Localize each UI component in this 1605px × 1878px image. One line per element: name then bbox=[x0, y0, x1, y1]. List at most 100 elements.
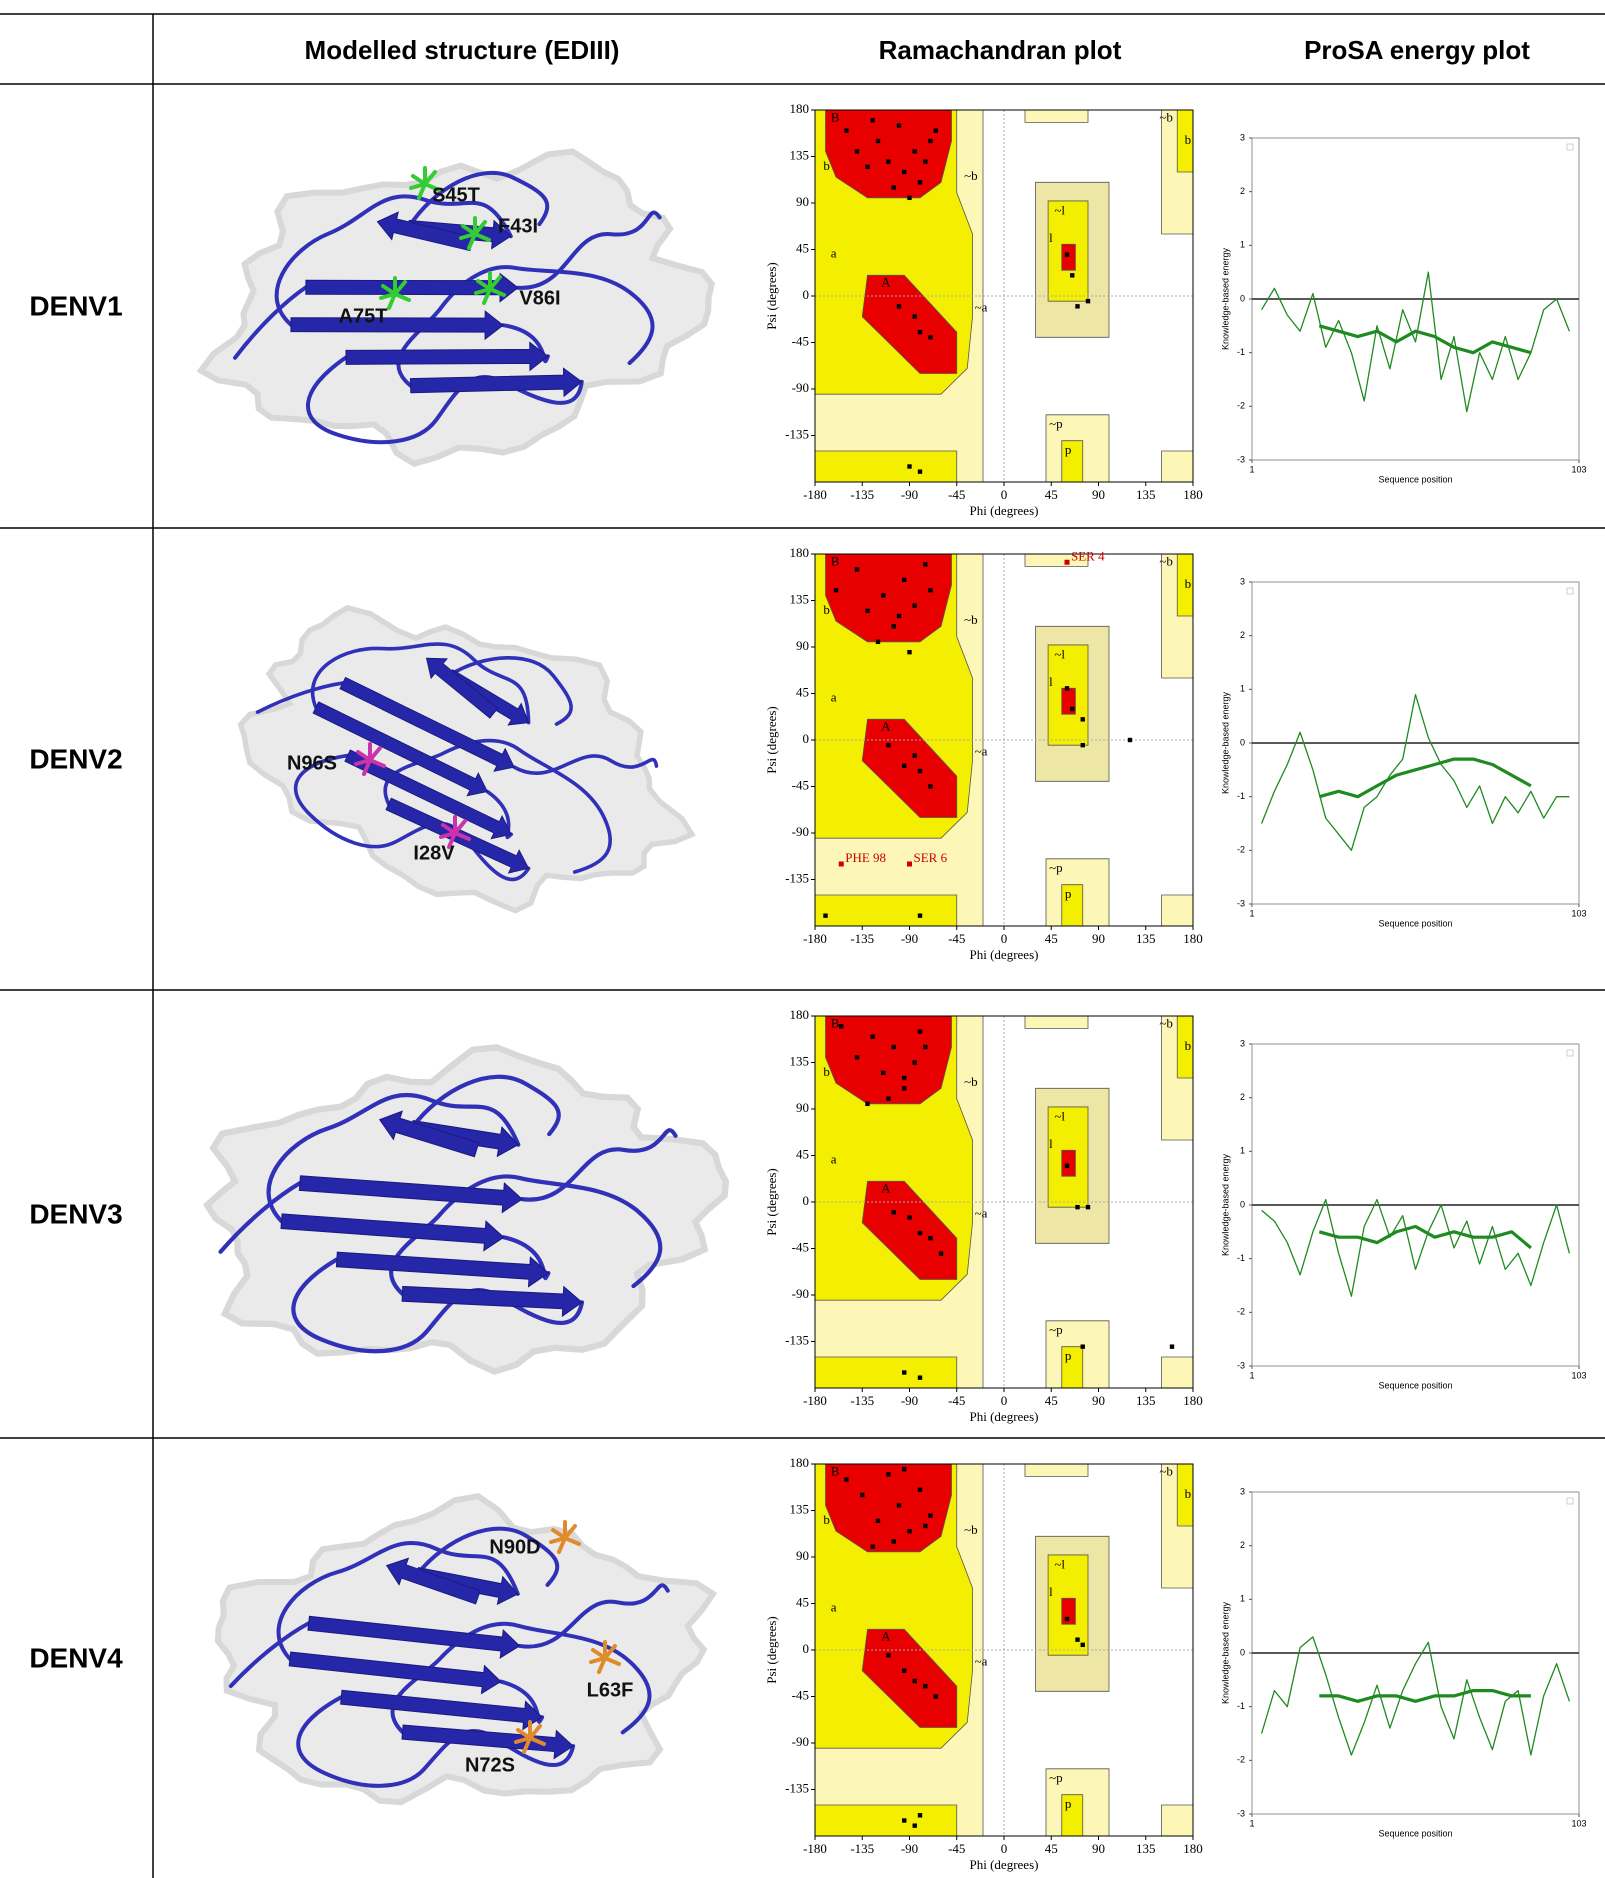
residue-point bbox=[1080, 1344, 1085, 1349]
allowed-region bbox=[814, 1356, 958, 1389]
residue-point bbox=[938, 1251, 944, 1256]
ribbon-loop bbox=[255, 681, 345, 714]
x-tick-label: 135 bbox=[1136, 1841, 1156, 1856]
core-region bbox=[861, 718, 958, 818]
residue-stick bbox=[393, 292, 411, 302]
protein-structure bbox=[214, 1493, 718, 1806]
ribbon-loop bbox=[501, 1235, 551, 1281]
x-tick-label: 45 bbox=[1045, 931, 1058, 946]
region-label: B bbox=[831, 1463, 840, 1478]
outlier-label: SER 6 bbox=[914, 850, 948, 865]
x-tick-label: -135 bbox=[850, 1393, 874, 1408]
residue-point bbox=[896, 304, 902, 309]
beta-strand bbox=[401, 1724, 574, 1760]
ribbon-loop bbox=[447, 655, 573, 726]
y-tick-label: 1 bbox=[1240, 1594, 1245, 1604]
y-tick-label: 3 bbox=[1240, 132, 1245, 142]
beta-strand bbox=[378, 1110, 480, 1158]
y-tick-label: 2 bbox=[1240, 186, 1245, 196]
row-label: DENV1 bbox=[29, 290, 122, 321]
y-tick-label: 135 bbox=[790, 1501, 810, 1516]
beta-strand bbox=[288, 1651, 502, 1695]
x-tick-label: -45 bbox=[948, 487, 965, 502]
column-header: Modelled structure (EDIII) bbox=[305, 35, 620, 65]
beta-strand bbox=[335, 1251, 550, 1288]
x-axis-label: Sequence position bbox=[1378, 474, 1452, 484]
y-tick-label: -1 bbox=[1237, 1253, 1245, 1263]
x-tick-label: 45 bbox=[1045, 1841, 1058, 1856]
allowed-region bbox=[814, 450, 958, 483]
ribbon-loop bbox=[415, 1526, 560, 1587]
region-label: b bbox=[823, 158, 830, 173]
generous-region bbox=[1161, 450, 1194, 483]
x-axis-label: Sequence position bbox=[1378, 918, 1452, 928]
y-tick-label: 0 bbox=[1240, 1199, 1245, 1209]
outlier-point bbox=[1064, 559, 1070, 565]
region-label: ~l bbox=[1054, 646, 1065, 661]
ribbon-loop bbox=[276, 1540, 520, 1661]
x-tick-label: 180 bbox=[1183, 1841, 1203, 1856]
x-tick-label: -45 bbox=[948, 1393, 965, 1408]
y-axis-label: Psi (degrees) bbox=[764, 1168, 779, 1236]
y-axis-label: Knowledge-based energy bbox=[1220, 1153, 1230, 1256]
residue-point bbox=[1064, 686, 1070, 691]
region-label: ~p bbox=[1049, 416, 1063, 431]
x-tick-label: 45 bbox=[1045, 1393, 1058, 1408]
x-tick-label: 135 bbox=[1136, 487, 1156, 502]
x-axis-label: Phi (degrees) bbox=[970, 503, 1039, 518]
region-label: A bbox=[881, 1629, 891, 1644]
residue-point bbox=[1085, 298, 1091, 304]
generous-region bbox=[1161, 1356, 1194, 1389]
region-label: b bbox=[823, 1512, 830, 1527]
ribbon-loop bbox=[396, 265, 655, 388]
residue-point bbox=[912, 753, 917, 758]
residue-stick bbox=[453, 831, 471, 841]
x-tick-label: 0 bbox=[1001, 1841, 1008, 1856]
region-label: l bbox=[1049, 230, 1053, 245]
ribbon-loop bbox=[266, 1093, 521, 1224]
y-tick-label: -45 bbox=[792, 777, 809, 792]
residue-point bbox=[1080, 717, 1085, 722]
residue-point bbox=[875, 138, 881, 144]
outlier-point bbox=[907, 861, 912, 867]
residue-point bbox=[833, 587, 839, 593]
residue-point bbox=[891, 1044, 896, 1050]
beta-strand bbox=[425, 657, 499, 719]
y-tick-label: -2 bbox=[1237, 401, 1245, 411]
residue-point bbox=[891, 185, 896, 190]
x-tick-label: -90 bbox=[901, 1393, 918, 1408]
y-tick-label: 2 bbox=[1240, 630, 1245, 640]
energy-line bbox=[1261, 1198, 1571, 1297]
ribbon-loop bbox=[406, 171, 550, 230]
region-label: B bbox=[831, 109, 840, 124]
core-region bbox=[825, 1015, 952, 1105]
ribbon-loop bbox=[501, 323, 550, 364]
residue-point bbox=[891, 624, 896, 629]
region-label: a bbox=[831, 1600, 837, 1615]
residue-point bbox=[917, 1230, 923, 1236]
region-label: b bbox=[823, 602, 830, 617]
residue-point bbox=[928, 1235, 933, 1241]
residue-point bbox=[886, 742, 891, 748]
x-tick-label: 103 bbox=[1571, 1818, 1586, 1828]
y-tick-label: -1 bbox=[1237, 347, 1245, 357]
residue-stick bbox=[423, 182, 441, 192]
region-label: ~b bbox=[964, 612, 978, 627]
core-region bbox=[861, 274, 958, 374]
x-tick-label: -90 bbox=[901, 487, 918, 502]
mutation-label: S45T bbox=[432, 184, 480, 206]
y-tick-label: -1 bbox=[1237, 791, 1245, 801]
y-axis-label: Psi (degrees) bbox=[764, 262, 779, 330]
beta-strand bbox=[409, 367, 583, 398]
residue-stick bbox=[474, 287, 492, 295]
ribbon-loop bbox=[274, 194, 513, 327]
x-tick-label: -180 bbox=[803, 1841, 827, 1856]
x-axis-label: Phi (degrees) bbox=[970, 947, 1039, 962]
residue-point bbox=[912, 1823, 917, 1828]
residue-point bbox=[844, 1477, 849, 1482]
region-label: A bbox=[881, 719, 891, 734]
y-tick-label: 2 bbox=[1240, 1092, 1245, 1102]
residue-stick bbox=[459, 232, 477, 240]
core-region bbox=[861, 1180, 958, 1280]
residue-point bbox=[870, 1544, 875, 1549]
